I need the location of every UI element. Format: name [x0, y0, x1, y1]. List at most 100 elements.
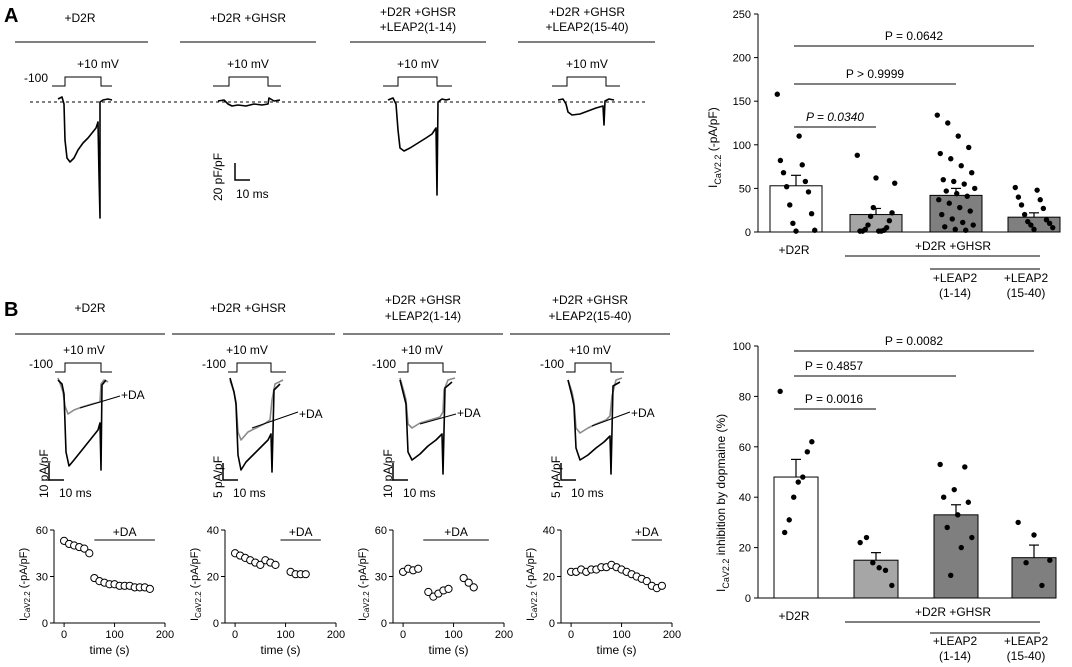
- data-point: [940, 494, 947, 500]
- control-trace: [567, 379, 621, 475]
- data-point: [965, 499, 972, 505]
- data-point: [876, 565, 882, 571]
- condition-header-line1: +D2R +GHSR: [380, 5, 456, 19]
- data-point: [873, 175, 879, 181]
- holding-label: -100: [24, 71, 48, 85]
- voltage-step-protocol: [552, 76, 620, 87]
- data-point: [958, 544, 964, 551]
- data-point: [1021, 211, 1028, 218]
- scale-y-label: 20 pF/pF: [211, 153, 225, 201]
- x-tick-label: 0: [568, 629, 574, 641]
- condition-header-line2: +LEAP2(1-14): [385, 309, 461, 323]
- condition-header-line2: +LEAP2(15-40): [545, 20, 628, 34]
- x-axis-label: time (s): [90, 643, 130, 657]
- data-point: [1015, 194, 1022, 200]
- x-label-leap-b: +LEAP2: [1004, 634, 1049, 648]
- y-tick-label: 60: [375, 525, 387, 537]
- current-trace: [217, 97, 281, 107]
- data-point: [972, 185, 978, 192]
- y-tick-label: 80: [739, 391, 751, 403]
- data-point: [414, 564, 423, 573]
- x-label-leap-b-range: (15-40): [1007, 649, 1046, 663]
- data-point: [970, 222, 976, 228]
- data-point: [865, 222, 871, 228]
- x-tick-label: 200: [495, 629, 513, 641]
- y-axis-label: ICaV2.2 (-pA/pF): [189, 548, 203, 621]
- data-point: [1023, 560, 1029, 566]
- step-label: +10 mV: [63, 343, 105, 357]
- scale-y-label: 5 pA/pF: [211, 456, 225, 498]
- panel-b-label: B: [4, 299, 18, 321]
- y-tick-label: 20: [207, 572, 219, 584]
- scale-y-label: 10 pA/pF: [381, 449, 395, 498]
- y-axis-label: ICaV2.2 (-pA/pF): [18, 548, 32, 621]
- holding-label: -100: [372, 357, 396, 371]
- control-trace: [229, 377, 281, 473]
- da-pointer: [251, 411, 299, 429]
- data-point: [459, 573, 468, 583]
- data-point: [657, 581, 667, 590]
- da-pointer: [591, 411, 631, 427]
- p-value-label: P > 0.9999: [846, 67, 904, 81]
- data-point: [940, 176, 946, 183]
- drug-label: +DA: [631, 406, 655, 420]
- x-tick-label: 200: [156, 629, 174, 641]
- data-point: [777, 157, 784, 164]
- data-point: [1039, 582, 1045, 589]
- current-trace: [557, 98, 615, 126]
- data-point: [937, 150, 943, 157]
- data-point: [962, 464, 968, 470]
- data-point: [952, 226, 958, 233]
- panel-b-traces: +DA +DA +DA +DA: [57, 377, 655, 475]
- voltage-step-protocol: [383, 76, 452, 87]
- holding-label: -100: [202, 357, 226, 371]
- data-point: [795, 479, 801, 485]
- data-point: [951, 486, 957, 493]
- voltage-step-protocol: [213, 76, 281, 87]
- data-point: [948, 572, 954, 579]
- x-label-leap-b: +LEAP2: [1004, 271, 1049, 285]
- bar: [1011, 557, 1057, 599]
- data-point: [937, 461, 943, 468]
- drug-label: +DA: [635, 525, 659, 539]
- data-point: [882, 567, 889, 573]
- scale-x-label: 10 ms: [403, 486, 436, 500]
- x-tick-label: 100: [612, 629, 630, 641]
- data-point: [936, 197, 942, 203]
- data-point: [1046, 220, 1053, 226]
- p-value-label: P = 0.0340: [806, 110, 864, 124]
- y-tick-label: 30: [36, 572, 48, 584]
- p-value-label: P = 0.4857: [805, 359, 863, 373]
- data-point: [964, 193, 970, 199]
- scale-bar: [222, 463, 238, 481]
- condition-header-line1: +D2R +GHSR: [210, 301, 286, 315]
- data-point: [809, 439, 815, 445]
- drug-label: +DA: [444, 525, 468, 539]
- y-tick-label: 0: [42, 618, 48, 630]
- data-point: [960, 219, 966, 226]
- data-point: [464, 578, 473, 587]
- data-point: [945, 120, 951, 126]
- y-tick-label: 100: [733, 140, 751, 152]
- y-tick-label: 40: [543, 525, 555, 537]
- data-point: [787, 202, 793, 208]
- data-point: [808, 210, 815, 217]
- y-axis-label: ICaV2.2 (-pA/pF): [525, 548, 539, 621]
- scale-bar: [560, 463, 576, 481]
- drug-label: +DA: [113, 525, 137, 539]
- data-point: [774, 91, 780, 97]
- data-point: [642, 577, 651, 586]
- data-point: [875, 228, 882, 234]
- condition-header-line1: +D2R +GHSR: [210, 11, 286, 25]
- bar: [769, 185, 823, 233]
- y-tick-label: 40: [207, 525, 219, 537]
- data-point: [790, 220, 796, 226]
- panel-a-headers: +D2R +D2R +GHSR +D2R +GHSR +LEAP2(1-14) …: [15, 5, 655, 43]
- data-point: [948, 156, 954, 162]
- drug-label: +DA: [457, 406, 481, 420]
- y-tick-label: 40: [739, 492, 751, 504]
- y-tick-label: 0: [213, 618, 219, 630]
- data-point: [854, 152, 860, 158]
- data-point: [966, 144, 972, 151]
- data-point: [301, 570, 310, 579]
